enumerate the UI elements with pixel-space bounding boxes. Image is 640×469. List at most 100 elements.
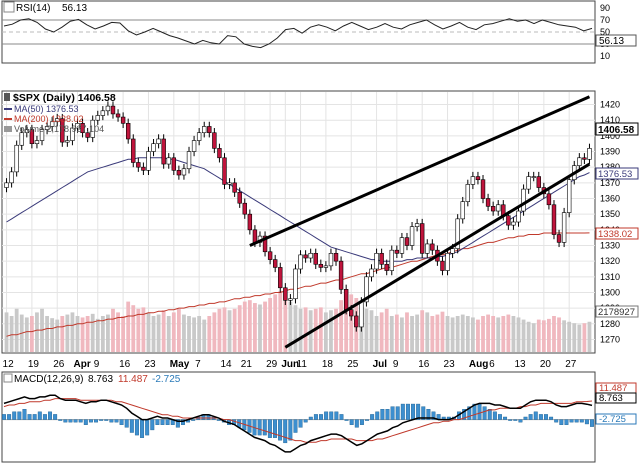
- rsi-legend-swatch: [3, 1, 15, 13]
- price-tick-label: 1280: [600, 319, 620, 329]
- candle-body: [369, 268, 374, 278]
- volume-bar: [207, 316, 212, 352]
- volume-bar: [156, 314, 161, 352]
- macd-hist-bar: [94, 419, 99, 423]
- candle-body: [100, 110, 106, 116]
- macd-hist-bar: [78, 419, 83, 423]
- volume-bar: [394, 314, 399, 352]
- candle-body: [440, 260, 445, 271]
- macd-hist-bar: [508, 419, 513, 421]
- candle-body: [288, 298, 293, 301]
- volume-bar: [106, 314, 110, 352]
- volume-bar: [293, 305, 298, 352]
- macd-hist-bar: [191, 419, 196, 421]
- candle-body: [455, 218, 460, 249]
- candle-body: [556, 234, 562, 243]
- volume-bar: [268, 298, 273, 352]
- candle-body: [379, 253, 384, 265]
- volume-bar: [491, 316, 496, 352]
- ma50-legend: MA(50) 1376.53: [14, 104, 79, 114]
- candle-body: [80, 123, 85, 134]
- candle-body: [65, 140, 70, 143]
- macd-hist-bar: [7, 414, 12, 420]
- volume-bar: [349, 294, 354, 352]
- x-axis-label: 9: [393, 359, 399, 370]
- candle-body: [242, 202, 247, 215]
- candle-body: [110, 105, 116, 115]
- candle-body: [19, 132, 24, 146]
- macd-hist-bar: [313, 414, 318, 420]
- candle-body: [536, 176, 541, 188]
- volume-bar: [405, 312, 409, 352]
- candle-body: [551, 204, 557, 235]
- volume-bar: [187, 316, 191, 352]
- ma200-value-tag: 1338.02: [598, 229, 632, 240]
- candle-body: [262, 235, 268, 253]
- candle-body: [546, 193, 552, 206]
- x-axis-label: 23: [444, 359, 456, 370]
- ma50-value-tag: 1376.53: [598, 169, 632, 180]
- volume-bar: [435, 314, 440, 352]
- x-axis-label: May: [170, 359, 190, 370]
- macd-signal-tag: 11.487: [599, 383, 627, 394]
- volume-bar: [100, 316, 105, 352]
- macd-hist-bar: [431, 411, 436, 420]
- volume-bar: [460, 314, 465, 352]
- macd-hist-bar: [400, 403, 405, 420]
- macd-hist-bar: [513, 419, 518, 421]
- volume-bar: [288, 301, 293, 352]
- candle-body: [70, 127, 75, 141]
- volume-bar: [511, 316, 516, 352]
- x-axis-label: 18: [322, 359, 334, 370]
- candle-body: [283, 287, 288, 301]
- candle-body: [384, 263, 389, 271]
- volume-bar: [283, 292, 288, 352]
- candle-body: [125, 123, 131, 140]
- volume-bar: [227, 310, 232, 352]
- volume-bar: [465, 316, 470, 352]
- macd-hist-bar: [288, 419, 293, 441]
- candle-body: [465, 184, 471, 202]
- candle-body: [359, 301, 364, 328]
- candle-body: [577, 157, 582, 166]
- macd-hist-bar: [538, 414, 543, 420]
- price-tick-label: 1350: [600, 209, 620, 219]
- macd-hist-bar: [472, 403, 477, 420]
- macd-hist-bar: [150, 419, 155, 431]
- volume-bar: [552, 316, 556, 352]
- volume-bar: [4, 312, 9, 352]
- rsi-tick-label: 90: [600, 3, 610, 13]
- macd-hist-bar: [257, 419, 262, 436]
- ma200-value-box: [595, 227, 639, 240]
- candle-body: [24, 129, 30, 134]
- volume-bar: [481, 316, 485, 352]
- channel-upper-line: [249, 95, 591, 247]
- candle-body: [425, 243, 430, 254]
- candle-body: [480, 179, 486, 199]
- price-tick-label: 1300: [600, 287, 620, 297]
- volume-bar: [536, 319, 541, 352]
- volume-bar: [374, 316, 379, 352]
- macd-hist-bar: [569, 419, 574, 423]
- candle-body: [516, 210, 521, 223]
- candle-body: [272, 259, 278, 268]
- x-axis-label: 23: [144, 359, 156, 370]
- macd-hist-bar: [262, 419, 267, 436]
- candle-body: [566, 179, 572, 213]
- candle-body: [151, 143, 156, 152]
- price-tick-label: 1400: [600, 131, 620, 141]
- macd-hist-bar: [109, 419, 114, 423]
- candle-body: [409, 226, 415, 246]
- macd-hist-bar: [88, 419, 93, 423]
- volume-bar: [455, 316, 460, 352]
- macd-hist-bar: [359, 419, 364, 425]
- price-tick-label: 1390: [600, 147, 620, 157]
- candle-body: [399, 237, 405, 254]
- macd-label: MACD(12,26,9): [14, 374, 83, 385]
- volume-bar: [253, 303, 257, 352]
- last-price-box: [595, 122, 639, 136]
- candle-body: [60, 118, 65, 143]
- candle-body: [217, 148, 222, 159]
- candle-body: [176, 170, 182, 176]
- macd-hist-bar: [329, 411, 334, 420]
